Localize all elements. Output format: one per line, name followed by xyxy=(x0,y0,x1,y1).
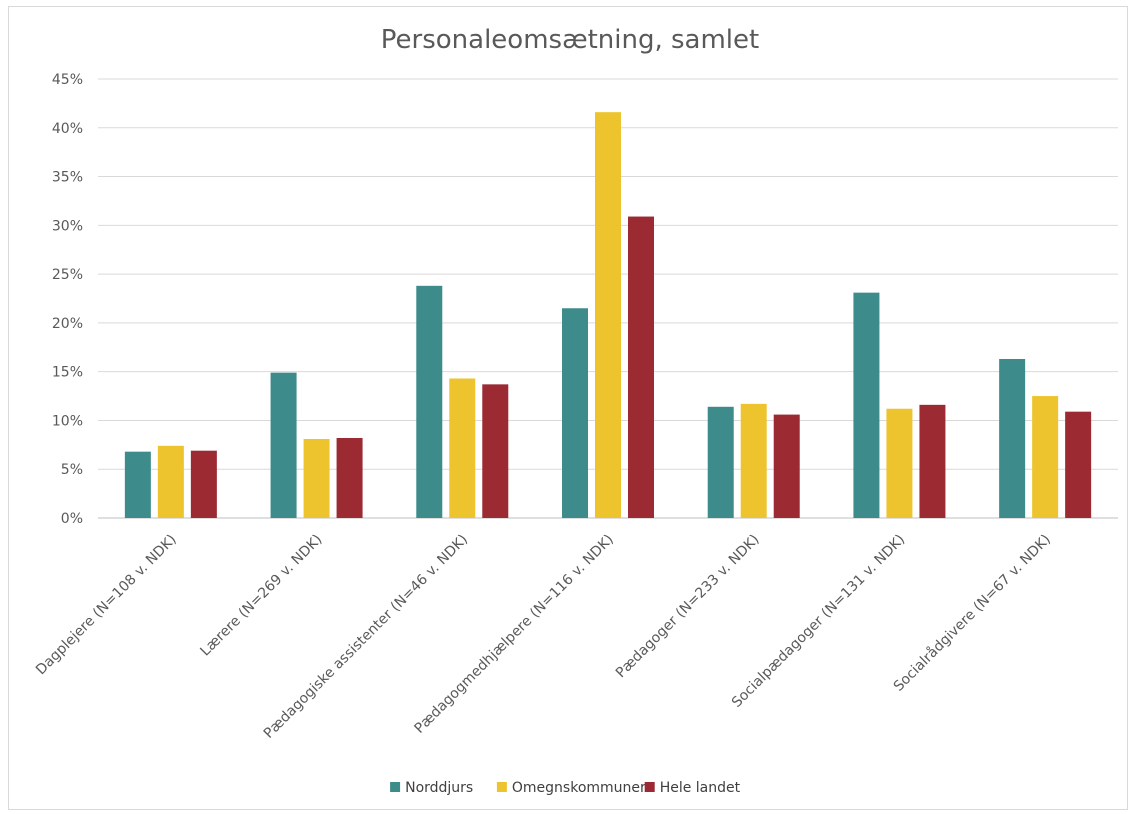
x-tick-label: Socialpædagoger (N=131 v. NDK) xyxy=(729,532,908,711)
bar-hele-landet xyxy=(1065,411,1092,518)
bar-hele-landet xyxy=(336,438,363,518)
y-tick-label: 0% xyxy=(61,511,83,527)
bar-hele-landet xyxy=(482,384,509,518)
x-tick-label: Pædagoger (N=233 v. NDK) xyxy=(613,532,763,682)
bar-norddjurs xyxy=(416,285,443,518)
bar-norddjurs xyxy=(270,372,297,518)
chart-title: Personaleomsætning, samlet xyxy=(381,25,759,55)
bar-omegnskommuner xyxy=(1032,396,1059,518)
legend-swatch xyxy=(390,782,401,792)
bar-omegnskommuner xyxy=(595,112,621,519)
y-tick-label: 20% xyxy=(52,316,83,332)
y-tick-label: 35% xyxy=(52,170,83,186)
legend-swatch xyxy=(644,782,655,792)
bar-norddjurs xyxy=(562,308,588,518)
y-tick-label: 15% xyxy=(52,365,83,381)
legend-item: Hele landet xyxy=(644,780,741,796)
y-tick-label: 45% xyxy=(52,72,83,88)
legend-item: Omegnskommuner xyxy=(496,780,646,796)
bar-omegnskommuner xyxy=(449,378,476,518)
legend: Norddjurs Omegnskommuner Hele landet xyxy=(390,780,741,796)
bars xyxy=(124,112,1092,519)
legend-label: Norddjurs xyxy=(405,780,473,796)
bar-omegnskommuner xyxy=(157,445,184,518)
x-axis: Dagplejere (N=108 v. NDK) Lærere (N=269 v… xyxy=(33,531,1054,742)
bar-norddjurs xyxy=(707,406,734,518)
bar-hele-landet xyxy=(773,414,800,518)
y-tick-label: 30% xyxy=(52,218,83,234)
legend-label: Omegnskommuner xyxy=(512,780,646,796)
legend-swatch xyxy=(496,782,507,792)
bar-omegnskommuner xyxy=(303,438,330,518)
y-tick-label: 40% xyxy=(52,121,83,137)
bar-hele-landet xyxy=(919,404,946,518)
bar-hele-landet xyxy=(190,450,217,518)
x-tick-label: Lærere (N=269 v. NDK) xyxy=(197,532,325,660)
y-axis: 0% 5% 10% 15% 20% 25% 30% 35% 40% 45% xyxy=(52,72,83,527)
bar-hele-landet xyxy=(628,216,654,518)
x-tick-label: Dagplejere (N=108 v. NDK) xyxy=(33,532,180,679)
y-tick-label: 10% xyxy=(52,413,83,429)
y-tick-label: 25% xyxy=(52,267,83,283)
x-tick-label: Socialrådgivere (N=67 v. NDK) xyxy=(890,531,1054,695)
legend-label: Hele landet xyxy=(660,780,741,796)
legend-item: Norddjurs xyxy=(390,780,473,796)
bar-omegnskommuner xyxy=(886,408,913,518)
bar-norddjurs xyxy=(853,292,880,518)
bar-omegnskommuner xyxy=(740,403,767,518)
y-tick-label: 5% xyxy=(61,462,83,478)
bar-norddjurs xyxy=(999,358,1026,518)
bar-norddjurs xyxy=(124,451,151,518)
